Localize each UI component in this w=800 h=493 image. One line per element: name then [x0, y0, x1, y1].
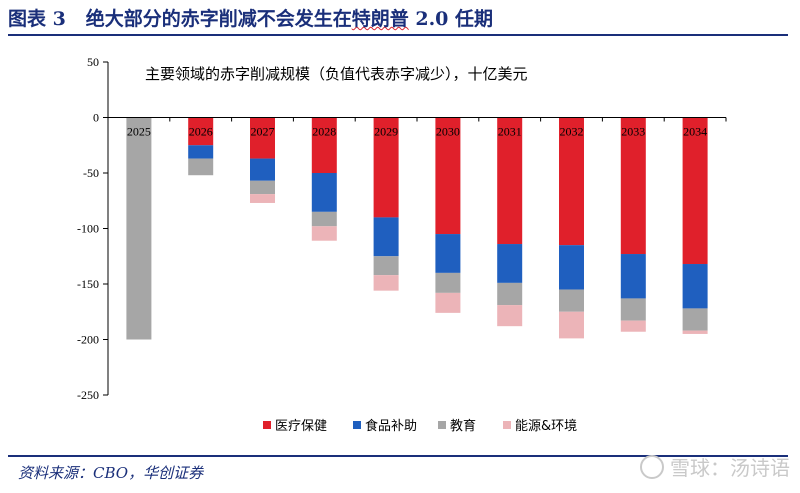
- x-category-label: 2032: [560, 125, 584, 139]
- bars: [126, 117, 708, 340]
- bar-segment: [497, 282, 523, 306]
- bar-segment: [435, 272, 461, 293]
- bar-segment: [250, 158, 275, 181]
- bar-segment: [373, 217, 399, 257]
- legend-label: 能源&环境: [515, 419, 577, 434]
- x-category-label: 2030: [436, 125, 460, 139]
- bar-segment: [250, 194, 275, 203]
- bar-segment: [435, 234, 461, 273]
- bar-segment: [373, 117, 399, 218]
- bar-segment: [311, 211, 337, 227]
- bar-segment: [559, 311, 584, 339]
- bar-segment: [682, 308, 708, 331]
- figure-label: 图表 3: [8, 8, 66, 30]
- chart-title: 主要领域的赤字削减规模（负值代表赤字减少），十亿美元: [145, 65, 528, 83]
- x-category-label: 2031: [498, 125, 522, 139]
- y-tick-label: -50: [83, 166, 99, 180]
- x-category-label: 2025: [127, 125, 151, 139]
- bar-segment: [435, 292, 461, 313]
- watermark: 雪球：汤诗语: [640, 452, 790, 481]
- y-tick-label: 50: [87, 55, 99, 69]
- figure-title: 图表 3 绝大部分的赤字削减不会发生在特朗普 2.0 任期: [8, 4, 493, 31]
- y-tick-label: 0: [93, 111, 99, 125]
- bar-segment: [250, 117, 275, 159]
- bar-segment: [311, 226, 337, 241]
- x-category-label: 2028: [312, 125, 336, 139]
- x-category-label: 2034: [683, 125, 707, 139]
- legend: 医疗保健 食品补助 教育 能源&环境: [263, 418, 577, 434]
- bar-segment: [620, 298, 646, 321]
- bar-segment: [682, 117, 708, 265]
- legend-label: 教育: [450, 418, 476, 434]
- y-tick-label: -100: [77, 222, 99, 236]
- x-category-label: 2027: [251, 125, 275, 139]
- bar-segment: [559, 289, 584, 312]
- x-category-label: 2033: [621, 125, 645, 139]
- bar-segment: [250, 180, 275, 195]
- bar-segment: [497, 117, 523, 245]
- bar-segment: [682, 264, 708, 309]
- bar-segment: [497, 305, 523, 327]
- title-divider: [8, 34, 788, 36]
- legend-label: 食品补助: [365, 418, 417, 434]
- watermark-text: 雪球：汤诗语: [670, 456, 790, 480]
- bar-segment: [311, 117, 337, 173]
- bar-segment: [559, 245, 584, 290]
- figure-title-main: 绝大部分的赤字削减不会发生在: [85, 8, 352, 30]
- legend-swatch: [438, 421, 446, 429]
- bar-segment: [620, 254, 646, 299]
- y-tick-label: -200: [77, 333, 99, 347]
- legend-swatch: [263, 421, 271, 429]
- legend-swatch: [503, 421, 511, 429]
- source-note: 资料来源：CBO，华创证券: [18, 464, 204, 482]
- legend-label: 医疗保健: [275, 419, 327, 434]
- bar-segment: [497, 244, 523, 283]
- figure-title-underlined: 特朗普: [351, 8, 409, 30]
- bar-segment: [559, 117, 584, 246]
- x-category-label: 2026: [189, 125, 213, 139]
- category-labels: 2025 2026 2027 2028 2029 2030 2031 2032 2033 2034: [127, 125, 707, 139]
- y-tick-label: -150: [77, 277, 99, 291]
- bar-segment: [311, 173, 337, 212]
- bar-segment: [188, 145, 214, 159]
- bar-segment: [373, 256, 399, 276]
- bar-segment: [435, 117, 461, 235]
- bar-segment: [682, 330, 708, 334]
- bar-segment: [188, 117, 214, 146]
- source-divider: [8, 455, 788, 457]
- bar-segment: [188, 158, 214, 176]
- bar-segment: [126, 117, 152, 340]
- bar-segment: [620, 320, 646, 332]
- x-axis: [107, 117, 727, 122]
- figure-title-tail: 2.0 任期: [408, 8, 494, 30]
- legend-swatch: [353, 421, 361, 429]
- y-axis: 50 0 -50 -100 -150 -200 -250: [77, 55, 109, 402]
- x-category-label: 2029: [374, 125, 398, 139]
- bar-segment: [620, 117, 646, 255]
- bar-segment: [373, 275, 399, 291]
- y-tick-label: -250: [77, 388, 99, 402]
- watermark-logo-icon: [640, 454, 664, 479]
